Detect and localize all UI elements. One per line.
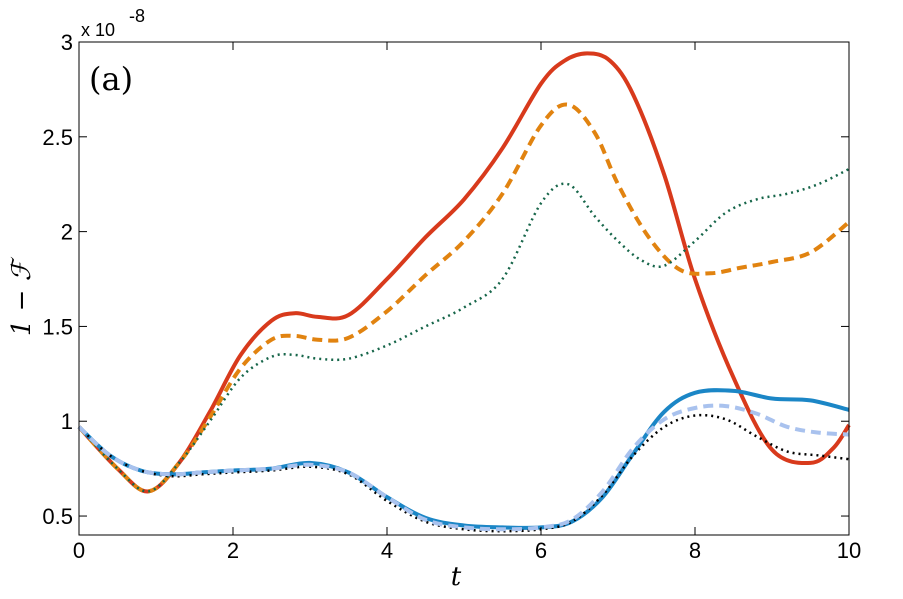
series-layer xyxy=(77,51,851,533)
y-exponent-label: x 10 xyxy=(81,20,115,40)
y-exponent-power: -8 xyxy=(129,6,145,26)
series-line-2 xyxy=(77,102,851,494)
y-tick-label: 2 xyxy=(61,220,73,245)
x-tick-label: 10 xyxy=(837,538,861,563)
x-axis-label: t xyxy=(451,562,462,592)
y-tick-label: 0.5 xyxy=(42,504,73,529)
y-axis-label: 1 − ℱ xyxy=(7,256,37,336)
y-tick-label: 3 xyxy=(61,30,73,55)
series-line-6 xyxy=(77,403,850,532)
series-line-1 xyxy=(77,51,851,494)
x-tick-label: 4 xyxy=(381,538,393,563)
series-line-4 xyxy=(77,388,850,530)
x-tick-label: 0 xyxy=(73,538,85,563)
x-tick-label: 8 xyxy=(689,538,701,563)
y-tick-label: 1.5 xyxy=(42,314,73,339)
axes-box xyxy=(78,41,850,536)
panel-label: (a) xyxy=(89,60,133,98)
tick-layer: 0 2 4 6 8 10 0.5 1 1.5 2 2.5 3 xyxy=(42,30,861,563)
y-tick-label: 2.5 xyxy=(42,125,73,150)
y-tick-label: 1 xyxy=(61,409,73,434)
series-line-3 xyxy=(78,167,850,493)
x-tick-label: 6 xyxy=(535,538,547,563)
x-tick-label: 2 xyxy=(227,538,239,563)
